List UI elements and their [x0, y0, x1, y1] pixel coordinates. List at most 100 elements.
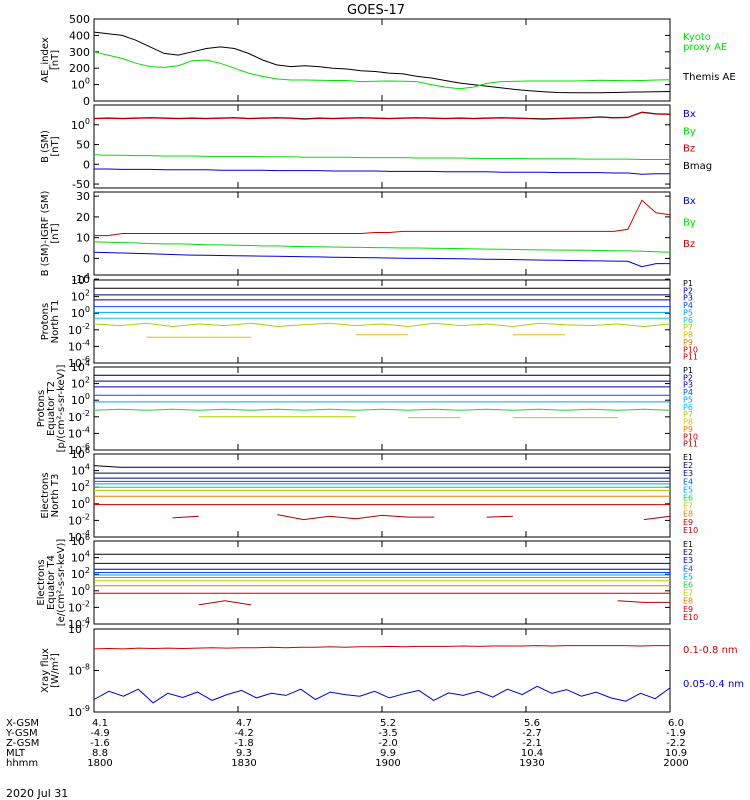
y-axis-label: North T1 [50, 300, 61, 344]
legend-item: By [683, 126, 696, 137]
legend-item: P8 [683, 418, 693, 427]
x-axis-tick-value: 5.2 [380, 718, 396, 729]
y-tick-label: -50 [72, 178, 90, 191]
legend-item: Bx [683, 196, 696, 207]
y-axis-label: [nT] [50, 136, 61, 156]
legend-item: P2 [683, 286, 693, 295]
y-tick-label: 10-8 [68, 663, 90, 678]
y-axis-label: Electrons [40, 472, 51, 518]
series-p6 [93, 408, 671, 411]
series-p7 [93, 322, 671, 328]
x-axis-row-label: Z-GSM [6, 738, 39, 749]
y-tick-label: 300 [69, 46, 90, 59]
x-axis-tick-value: 1900 [375, 758, 400, 769]
legend-item: E2 [683, 461, 693, 470]
y-tick-label: 10-4 [68, 425, 90, 440]
x-axis-tick-value: 1830 [231, 758, 256, 769]
x-axis-tick-value: 2000 [663, 758, 688, 769]
legend-item: Bz [683, 144, 695, 155]
y-tick-label: 50 [76, 139, 90, 152]
legend-item: 0.05-0.4 nm [683, 679, 744, 690]
series-bz [94, 199, 671, 237]
y-tick-label: 10-2 [68, 512, 90, 527]
legend-item: Bx [683, 109, 696, 120]
y-tick-label: -10 [72, 273, 90, 286]
legend-item: P3 [683, 294, 693, 303]
y-axis-label: North T3 [50, 474, 61, 518]
series-e1 [93, 465, 670, 468]
series-e10 [198, 600, 670, 606]
y-axis-label: B (SM) [40, 130, 51, 163]
series-by [93, 241, 671, 253]
series-e10 [172, 514, 671, 521]
legend-item: P10 [683, 345, 698, 354]
x-axis-row-label: hhmm [6, 758, 38, 769]
panel-frame [93, 18, 671, 102]
y-tick-label: 100 [71, 392, 90, 407]
x-axis-tick-value: -2.0 [378, 738, 398, 749]
x-axis-tick-value: 4.1 [92, 718, 108, 729]
y-tick-label: 10-2 [68, 409, 90, 424]
x-axis-tick-value: 9.3 [236, 748, 252, 759]
legend-item: E4 [683, 477, 693, 486]
legend-item: E4 [683, 564, 693, 573]
legend-item: E10 [683, 526, 698, 535]
y-tick-label: 10-2 [68, 322, 90, 337]
legend-item: P6 [683, 316, 693, 325]
panel-b-sm: -50 0 50 100 B (SM) [nT] Bx By Bz Bmag [40, 104, 712, 191]
legend-item: Themis AE [682, 72, 736, 83]
series-p8 [146, 335, 670, 338]
plot-title: GOES-17 [347, 3, 405, 18]
y-axis-label: Electrons [36, 559, 47, 605]
y-tick-label: 104 [71, 463, 90, 478]
legend-item: P11 [683, 440, 698, 449]
y-axis-label: Equator T2 [46, 381, 57, 436]
legend-item: P5 [683, 308, 693, 317]
panel-frame [93, 628, 671, 713]
legend-item: E3 [683, 469, 693, 478]
y-axis-label: [e/(cm²-s-sr-keV)] [56, 539, 67, 627]
y-tick-label: 400 [69, 29, 90, 42]
legend-item: P7 [683, 323, 693, 332]
x-axis-tick-value: 5.6 [524, 718, 540, 729]
y-axis-label: AE_index [40, 37, 51, 83]
x-axis-row-label: Y-GSM [5, 728, 38, 739]
y-tick-label: 10-9 [68, 704, 90, 719]
y-tick-label: 100 [71, 583, 90, 598]
legend-item: By [683, 218, 696, 229]
x-axis-tick-value: -2.2 [666, 738, 686, 749]
legend-item: E1 [683, 540, 693, 549]
y-axis-label: Equator T4 [46, 555, 57, 610]
series-by [93, 154, 670, 160]
x-axis-tick-value: 10.9 [665, 748, 687, 759]
legend-item: P6 [683, 403, 693, 412]
legend-item: E2 [683, 548, 693, 557]
y-tick-label: 0 [83, 158, 90, 171]
y-tick-label: 102 [71, 376, 90, 391]
x-axis-row-label: X-GSM [6, 718, 39, 729]
legend-item: P11 [683, 353, 698, 362]
y-tick-label: 200 [69, 62, 90, 75]
y-axis-label: [W/m²] [50, 653, 61, 688]
y-tick-label: 104 [71, 272, 90, 287]
y-tick-label: 0 [83, 252, 90, 265]
y-tick-label: 102 [71, 479, 90, 494]
legend-item: P4 [683, 301, 693, 310]
y-tick-label: 10-6 [68, 442, 90, 457]
x-axis-tick-value: 10.4 [521, 748, 543, 759]
x-axis-tick-value: 6.0 [668, 718, 684, 729]
legend-item: E1 [683, 453, 693, 462]
legend-item: Bz [683, 239, 695, 250]
legend-item: P8 [683, 331, 693, 340]
series-themis-ae [93, 31, 671, 94]
legend-item: P1 [683, 279, 693, 288]
y-tick-label: 106 [71, 533, 90, 548]
legend-item: Kyoto [683, 32, 711, 43]
y-tick-label: 102 [71, 289, 90, 304]
legend-item: E7 [683, 589, 693, 598]
x-axis-tick-value: 4.7 [236, 718, 252, 729]
